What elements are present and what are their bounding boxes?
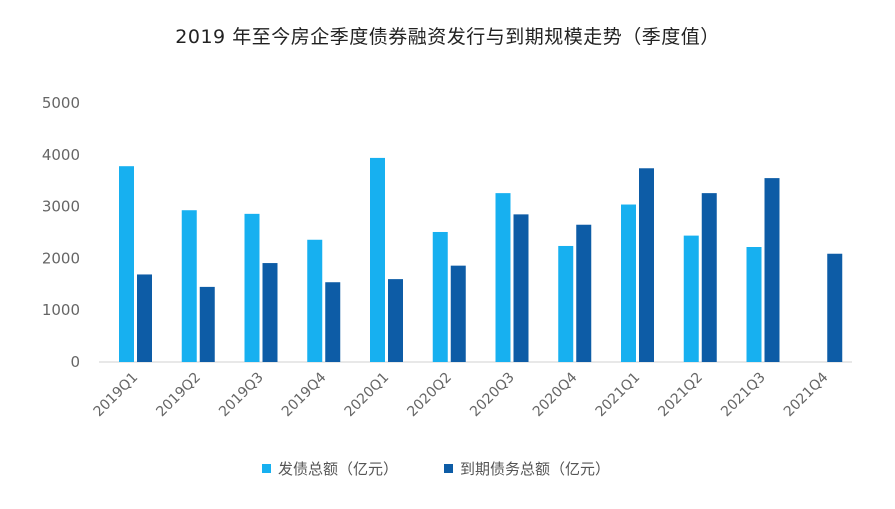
x-tick-label: 2021Q4 — [781, 369, 832, 420]
x-axis-ticks: 2019Q1 2019Q2 2019Q3 2019Q4 2020Q1 2020Q2 2020… — [91, 369, 832, 420]
x-tick-label: 2020Q3 — [467, 370, 518, 421]
y-tick-label: 3000 — [42, 198, 80, 216]
bar-maturity-2020Q4 — [576, 224, 592, 362]
bar-maturity-2021Q2 — [701, 193, 717, 362]
legend-label-maturity: 到期债务总额（亿元） — [460, 459, 611, 478]
bar-maturity-2020Q2 — [450, 265, 466, 362]
x-tick-label: 2019Q1 — [91, 370, 142, 421]
bar-issuance-2019Q3 — [244, 213, 260, 362]
x-tick-label: 2020Q1 — [342, 370, 393, 421]
y-tick-label: 5000 — [42, 94, 80, 112]
bar-issuance-2019Q1 — [119, 166, 134, 362]
bars — [119, 157, 843, 362]
bar-issuance-2021Q3 — [746, 247, 762, 362]
legend-item-maturity: 到期债务总额（亿元） — [444, 458, 610, 479]
legend-swatch-issuance — [262, 463, 271, 473]
x-tick-label: 2019Q2 — [153, 370, 204, 421]
bar-maturity-2019Q2 — [199, 286, 215, 362]
bar-maturity-2021Q4 — [827, 253, 843, 362]
x-tick-label: 2019Q3 — [216, 370, 267, 421]
x-tick-label: 2019Q4 — [279, 369, 330, 420]
legend-label-issuance: 发债总额（亿元） — [278, 459, 399, 478]
chart-title: 2019 年至今房企季度债券融资发行与到期规模走势（季度值） — [175, 26, 720, 48]
bar-issuance-2020Q2 — [432, 231, 448, 362]
bar-maturity-2021Q1 — [639, 168, 654, 362]
bar-maturity-2021Q3 — [764, 178, 780, 362]
x-tick-label: 2020Q4 — [530, 369, 581, 420]
bar-issuance-2020Q4 — [558, 245, 574, 362]
y-tick-label: 4000 — [42, 146, 80, 164]
bar-maturity-2019Q1 — [137, 274, 152, 362]
x-tick-label: 2020Q2 — [404, 370, 455, 421]
x-tick-label: 2021Q1 — [593, 370, 644, 421]
y-tick-label: 2000 — [42, 249, 80, 267]
bar-issuance-2020Q1 — [370, 157, 385, 362]
y-axis-ticks: 0 1000 2000 3000 4000 5000 — [42, 94, 80, 371]
bar-issuance-2021Q2 — [683, 235, 699, 362]
bar-issuance-2021Q1 — [621, 204, 636, 362]
x-tick-label: 2021Q2 — [655, 370, 706, 421]
legend-item-issuance: 发债总额（亿元） — [262, 458, 398, 479]
legend: 发债总额（亿元） 到期债务总额（亿元） — [262, 458, 656, 478]
bar-maturity-2019Q3 — [262, 263, 278, 362]
bar-issuance-2019Q2 — [181, 210, 197, 362]
x-tick-label: 2021Q3 — [718, 370, 769, 421]
bar-issuance-2019Q4 — [307, 239, 323, 362]
y-tick-label: 0 — [70, 353, 80, 371]
bar-maturity-2020Q1 — [388, 279, 403, 362]
y-tick-label: 1000 — [42, 301, 80, 319]
bar-maturity-2019Q4 — [325, 282, 341, 362]
legend-swatch-maturity — [444, 463, 454, 473]
bar-maturity-2020Q3 — [513, 214, 529, 362]
bar-issuance-2020Q3 — [495, 193, 511, 362]
